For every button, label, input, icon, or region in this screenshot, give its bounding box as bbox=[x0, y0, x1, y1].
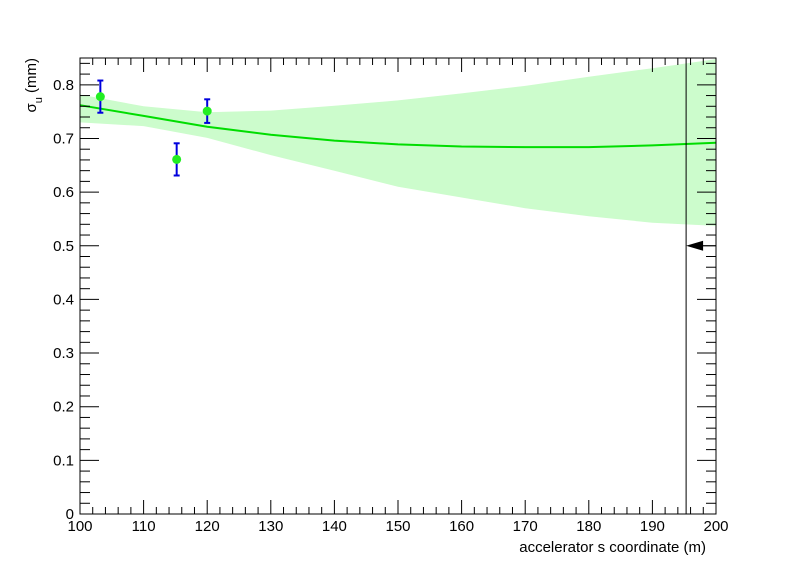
y-tick-label: 0.2 bbox=[53, 399, 74, 416]
fit-curve bbox=[79, 104, 717, 149]
x-tick-label: 150 bbox=[385, 518, 410, 535]
tick-labels-layer: 100 110 120 130 140 150 160 170 180 190 200 0 0.1 0.2… bbox=[53, 77, 728, 535]
x-tick-label: 180 bbox=[576, 518, 601, 535]
confidence-band bbox=[80, 59, 716, 226]
x-tick-label: 120 bbox=[195, 518, 220, 535]
x-tick-label: 100 bbox=[67, 518, 92, 535]
arrow-head bbox=[686, 240, 704, 251]
data-point-0 bbox=[95, 92, 105, 102]
y-tick-label: 0.5 bbox=[53, 238, 74, 255]
y-axis-title: σu (mm) bbox=[23, 58, 45, 113]
ticks-layer bbox=[79, 58, 717, 515]
x-tick-label: 190 bbox=[640, 518, 665, 535]
x-tick-label: 160 bbox=[449, 518, 474, 535]
y-tick-label: 0.8 bbox=[53, 77, 74, 94]
y-tick-label: 0.3 bbox=[53, 345, 74, 362]
y-tick-label: 0.7 bbox=[53, 130, 74, 147]
x-tick-label: 170 bbox=[513, 518, 538, 535]
x-tick-label: 130 bbox=[258, 518, 283, 535]
x-tick-label: 110 bbox=[132, 518, 156, 535]
data-points-layer bbox=[95, 79, 212, 177]
confidence-band-layer bbox=[80, 59, 716, 226]
data-point-1 bbox=[172, 154, 182, 164]
y-tick-label: 0 bbox=[66, 506, 74, 523]
y-axis-title-symbol: σ bbox=[23, 103, 40, 113]
y-tick-label: 0.1 bbox=[53, 452, 74, 469]
y-axis-title-unit: (mm) bbox=[23, 58, 40, 97]
data-point-2 bbox=[202, 106, 212, 116]
x-tick-label: 140 bbox=[322, 518, 347, 535]
y-tick-label: 0.6 bbox=[53, 184, 74, 201]
x-tick-label: 200 bbox=[703, 518, 728, 535]
y-axis-title-subscript: u bbox=[33, 97, 45, 103]
fit-curve-layer bbox=[79, 104, 717, 149]
x-axis-title: accelerator s coordinate (m) bbox=[519, 539, 706, 556]
y-tick-label: 0.4 bbox=[53, 291, 74, 308]
